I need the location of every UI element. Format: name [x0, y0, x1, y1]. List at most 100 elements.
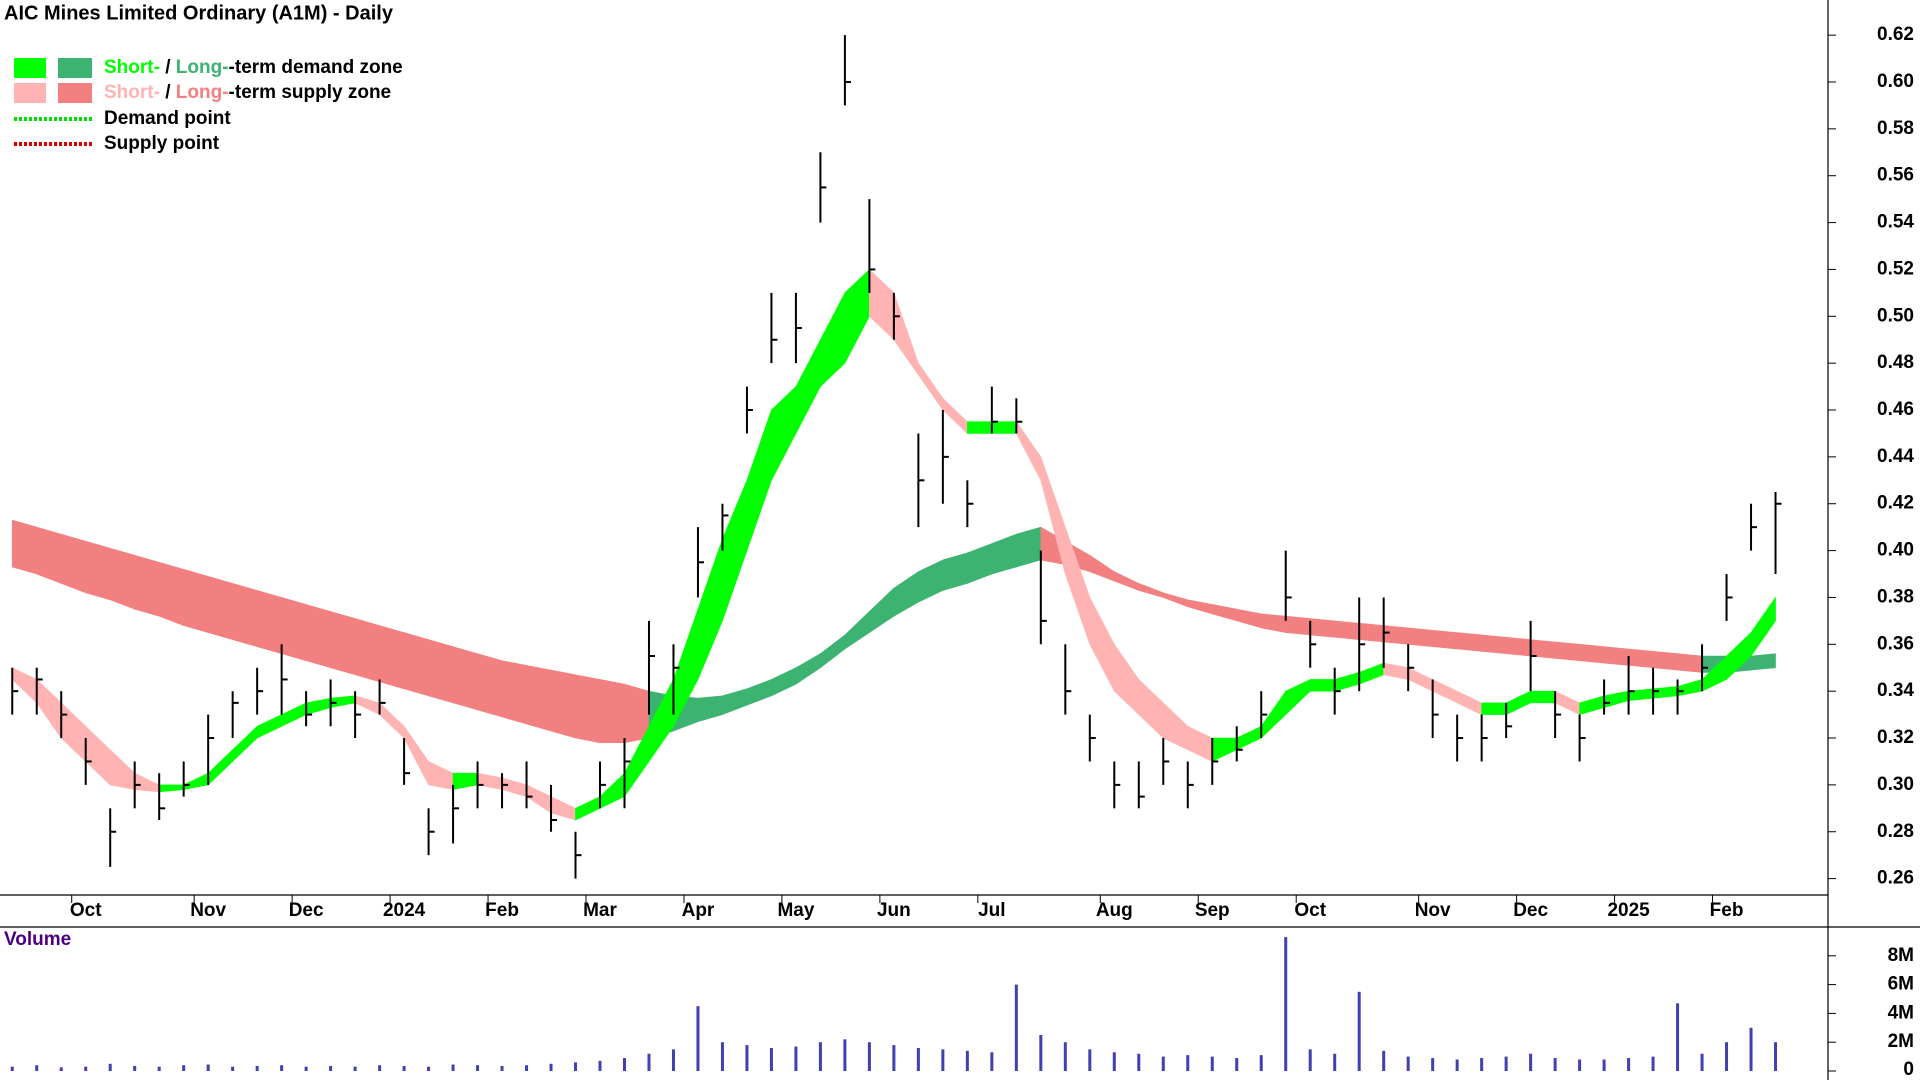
short-term-zone — [1187, 725, 1213, 762]
volume-bar — [280, 1065, 284, 1071]
short-term-zone — [1211, 737, 1238, 762]
long-term-zone — [1162, 592, 1189, 608]
long-term-zone — [36, 526, 62, 584]
volume-bar — [1602, 1059, 1606, 1071]
long-term-zone — [1603, 646, 1629, 666]
long-term-zone — [1260, 613, 1287, 633]
volume-bar — [500, 1065, 504, 1071]
short-term-zone — [1285, 678, 1311, 716]
short-term-zone — [967, 421, 993, 434]
volume-bar — [329, 1065, 333, 1071]
volume-bar — [1039, 1035, 1043, 1071]
volume-bar — [206, 1064, 210, 1071]
x-tick-label: Dec — [289, 900, 324, 921]
x-tick-label: Jul — [978, 900, 1005, 921]
long-term-zone — [1750, 653, 1776, 671]
long-term-zone — [1456, 632, 1482, 652]
long-term-zone — [232, 582, 258, 648]
long-term-zone — [722, 688, 748, 716]
volume-bar — [133, 1065, 137, 1071]
short-term-zone — [1065, 527, 1091, 645]
volume-bar — [647, 1053, 651, 1071]
long-term-zone — [575, 674, 601, 744]
volume-bar — [720, 1042, 724, 1071]
short-term-zone — [575, 796, 601, 821]
long-term-zone — [1383, 625, 1409, 645]
x-tick-label: Oct — [70, 900, 102, 921]
volume-bar — [1774, 1042, 1778, 1071]
short-term-zone — [1677, 679, 1703, 697]
volume-bar — [1063, 1042, 1067, 1071]
long-term-zone — [501, 660, 527, 725]
short-term-zone — [1750, 596, 1776, 657]
long-term-zone — [477, 653, 503, 718]
short-term-zone — [1334, 672, 1360, 692]
y-tick-label: 0.50 — [1877, 305, 1914, 326]
long-term-zone — [183, 568, 209, 633]
volume-bar — [304, 1066, 308, 1071]
short-term-zone — [1579, 695, 1605, 715]
volume-bar — [965, 1050, 969, 1071]
y-tick-label: 0.40 — [1877, 540, 1914, 561]
short-term-zone — [158, 784, 184, 793]
legend-text: / — [160, 57, 176, 78]
x-tick-label: Oct — [1294, 900, 1326, 921]
volume-bar — [769, 1047, 773, 1071]
long-term-zone — [330, 611, 356, 676]
volume-bar — [1382, 1050, 1386, 1071]
volume-bar — [696, 1006, 700, 1071]
long-term-zone — [967, 543, 993, 584]
long-term-zone — [109, 547, 135, 610]
long-term-zone — [1236, 608, 1262, 629]
legend-entry: Short- / Long--term demand zone — [104, 57, 403, 78]
short-term-zone — [1358, 662, 1384, 685]
legend-text: Short- — [104, 57, 160, 78]
y-tick-label: 0.52 — [1877, 258, 1914, 279]
volume-bar — [1308, 1049, 1312, 1071]
long-term-zone — [1211, 604, 1238, 622]
volume-bar — [1235, 1058, 1239, 1071]
x-tick-label: 2024 — [383, 900, 426, 921]
volume-bar — [1333, 1053, 1337, 1071]
short-term-zone — [771, 385, 797, 481]
legend-entry: Short- / Long--term supply zone — [104, 82, 391, 103]
volume-bar — [353, 1066, 357, 1071]
long-term-zone — [771, 667, 797, 697]
volume-bar — [1284, 937, 1288, 1071]
long-term-zone — [452, 646, 478, 711]
short-term-zone — [844, 268, 870, 364]
short-term-zone — [550, 796, 576, 821]
short-term-zone — [893, 292, 919, 376]
long-term-zone — [1285, 615, 1311, 636]
short-term-zone — [1726, 631, 1752, 681]
short-term-zone — [85, 725, 111, 786]
volume-bar — [525, 1065, 529, 1071]
short-term-zone — [1456, 690, 1482, 716]
legend-swatch — [58, 83, 92, 103]
y-tick-label: 0.36 — [1877, 633, 1914, 654]
x-tick-label: Nov — [1415, 900, 1451, 921]
short-term-zone — [183, 772, 209, 790]
long-term-zone — [1309, 618, 1336, 638]
legend-text: Long- — [176, 57, 229, 78]
volume-bar — [1725, 1042, 1729, 1071]
short-term-zone — [1554, 690, 1580, 716]
short-term-zone — [1089, 597, 1115, 692]
volume-bar — [990, 1052, 994, 1071]
short-term-zone — [232, 725, 258, 763]
short-term-zone — [1652, 686, 1678, 699]
short-term-zone — [918, 362, 944, 411]
long-term-zone — [550, 669, 576, 739]
volume-bar — [1676, 1003, 1680, 1071]
volume-tick-label: 6M — [1888, 974, 1914, 995]
y-tick-label: 0.30 — [1877, 774, 1914, 795]
volume-bar — [1529, 1053, 1533, 1071]
short-term-zone — [1236, 725, 1262, 751]
short-term-zone — [256, 714, 282, 739]
legend-swatch — [14, 83, 46, 103]
short-term-zone — [60, 702, 87, 763]
long-term-zone — [795, 653, 821, 685]
volume-bar — [10, 1066, 14, 1071]
volume-bar — [1210, 1056, 1214, 1071]
volume-tick-label: 0 — [1903, 1059, 1914, 1080]
